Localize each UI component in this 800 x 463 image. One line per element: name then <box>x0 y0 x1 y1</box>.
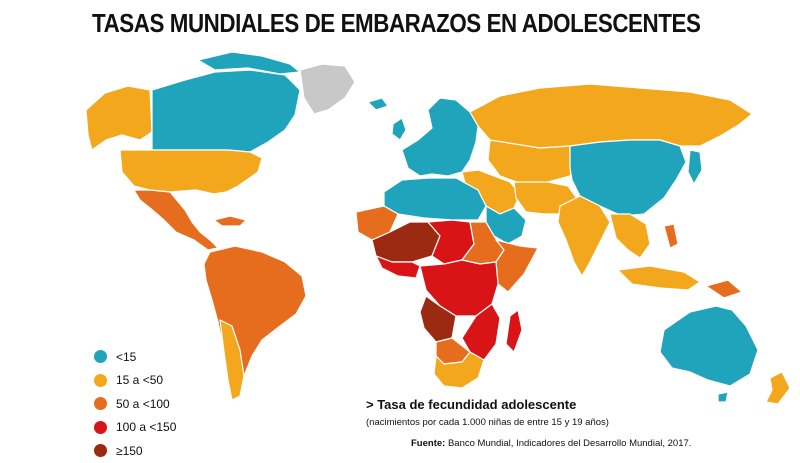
region-central-africa <box>419 259 499 317</box>
legend-swatch <box>94 420 107 434</box>
legend-item: 15 a <50 <box>94 369 176 393</box>
region-south-africa <box>433 351 485 389</box>
source-text: Banco Mundial, Indicadores del Desarroll… <box>445 438 692 449</box>
region-russia <box>469 83 753 149</box>
indicator-note: > Tasa de fecundidad adolescente (nacimi… <box>366 397 609 428</box>
legend-label: 50 a <100 <box>116 396 170 411</box>
region-papua <box>705 279 743 299</box>
legend-label: 15 a <50 <box>116 373 164 388</box>
region-iceland <box>367 97 389 111</box>
legend: <15 15 a <50 50 a <100 100 a <150 ≥150 <box>94 345 176 463</box>
region-new-zealand <box>765 371 791 405</box>
region-philippines <box>663 223 679 249</box>
region-south-america <box>203 245 307 401</box>
region-central-asia <box>487 139 581 185</box>
region-southern-cone <box>219 319 245 401</box>
region-mexico <box>133 189 219 251</box>
legend-label: ≥150 <box>116 443 143 458</box>
region-gulf-guinea <box>375 255 421 279</box>
legend-swatch <box>94 444 107 458</box>
legend-swatch <box>94 373 107 387</box>
region-indonesia <box>617 265 701 291</box>
region-madagascar <box>505 309 523 353</box>
legend-swatch <box>94 397 107 411</box>
region-australia <box>659 305 759 387</box>
region-canada <box>151 69 301 153</box>
region-mozambique <box>461 303 501 361</box>
source-credit: Fuente: Banco Mundial, Indicadores del D… <box>411 438 691 449</box>
source-label: Fuente: <box>411 438 446 449</box>
region-horn-africa <box>495 239 539 293</box>
region-uk <box>391 117 407 141</box>
region-alaska <box>85 85 153 151</box>
region-southeast-asia <box>609 213 651 259</box>
legend-item: ≥150 <box>94 439 176 463</box>
legend-label: 100 a <150 <box>116 420 177 435</box>
page-title: TASAS MUNDIALES DE EMBARAZOS EN ADOLESCE… <box>92 8 701 38</box>
region-india <box>557 195 611 277</box>
region-usa <box>119 149 263 195</box>
legend-swatch <box>94 350 107 364</box>
indicator-subtitle: (nacimientos por cada 1.000 niñas de ent… <box>366 417 609 428</box>
region-japan <box>687 149 703 185</box>
legend-item: 50 a <100 <box>94 392 176 416</box>
region-caribbean <box>213 215 247 227</box>
legend-label: <15 <box>116 349 137 364</box>
legend-item: 100 a <150 <box>94 416 176 440</box>
indicator-title: > Tasa de fecundidad adolescente <box>366 397 577 412</box>
legend-item: <15 <box>94 345 176 369</box>
region-tasmania <box>717 391 729 403</box>
region-europe <box>401 97 479 177</box>
region-china <box>569 139 687 217</box>
region-greenland <box>299 63 356 115</box>
